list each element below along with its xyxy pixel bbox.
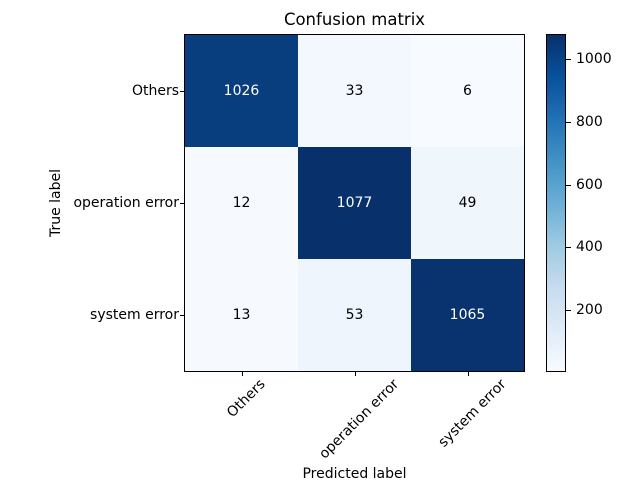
matrix-cell-value: 53 (345, 307, 364, 323)
colorbar-tick-mark (566, 310, 571, 312)
x-axis-label: Predicted label (302, 466, 407, 480)
matrix-cell: 12 (185, 147, 298, 259)
matrix-cell: 13 (185, 259, 298, 371)
matrix-cell-value: 1065 (449, 307, 486, 323)
x-tick-label: operation error (316, 376, 403, 463)
y-tick-mark (180, 91, 184, 92)
y-tick-mark (180, 203, 184, 204)
matrix-cell-value: 1026 (223, 83, 260, 99)
matrix-cell: 53 (298, 259, 411, 371)
matrix-cell-value: 12 (232, 195, 251, 211)
colorbar-tick-mark (566, 247, 571, 249)
y-tick-label: operation error (73, 195, 179, 211)
matrix-cell-value: 49 (458, 195, 477, 211)
x-tick-mark (241, 372, 243, 376)
matrix-cell-value: 6 (463, 83, 472, 99)
colorbar-tick-mark (566, 59, 571, 61)
colorbar-tick-label: 600 (576, 176, 603, 193)
colorbar (546, 34, 566, 372)
matrix-cell: 6 (411, 35, 524, 147)
colorbar-tick-mark (566, 121, 571, 123)
colorbar-tick-mark (566, 184, 571, 186)
colorbar-tick-label: 200 (576, 302, 603, 319)
chart-title: Confusion matrix (283, 10, 426, 29)
matrix-cell: 1077 (298, 147, 411, 259)
x-tick-label: Others (224, 376, 269, 421)
matrix-cell-value: 13 (232, 307, 251, 323)
matrix-cell-value: 33 (345, 83, 364, 99)
y-tick-label: Others (131, 83, 179, 99)
x-tick-mark (467, 372, 469, 376)
matrix-cell: 33 (298, 35, 411, 147)
y-tick-mark (180, 315, 184, 316)
matrix-cell: 1065 (411, 259, 524, 371)
colorbar-tick-label: 800 (576, 113, 603, 130)
matrix-cell-value: 1077 (336, 195, 373, 211)
x-tick-mark (354, 372, 356, 376)
heatmap-plot-area: 1026 33 6 12 1077 49 13 53 1065 (184, 34, 525, 372)
y-tick-label: system error (90, 307, 179, 323)
matrix-cell: 1026 (185, 35, 298, 147)
matrix-cell: 49 (411, 147, 524, 259)
colorbar-tick-label: 400 (576, 239, 603, 256)
colorbar-tick-label: 1000 (576, 51, 612, 68)
x-tick-label: system error (435, 376, 510, 451)
